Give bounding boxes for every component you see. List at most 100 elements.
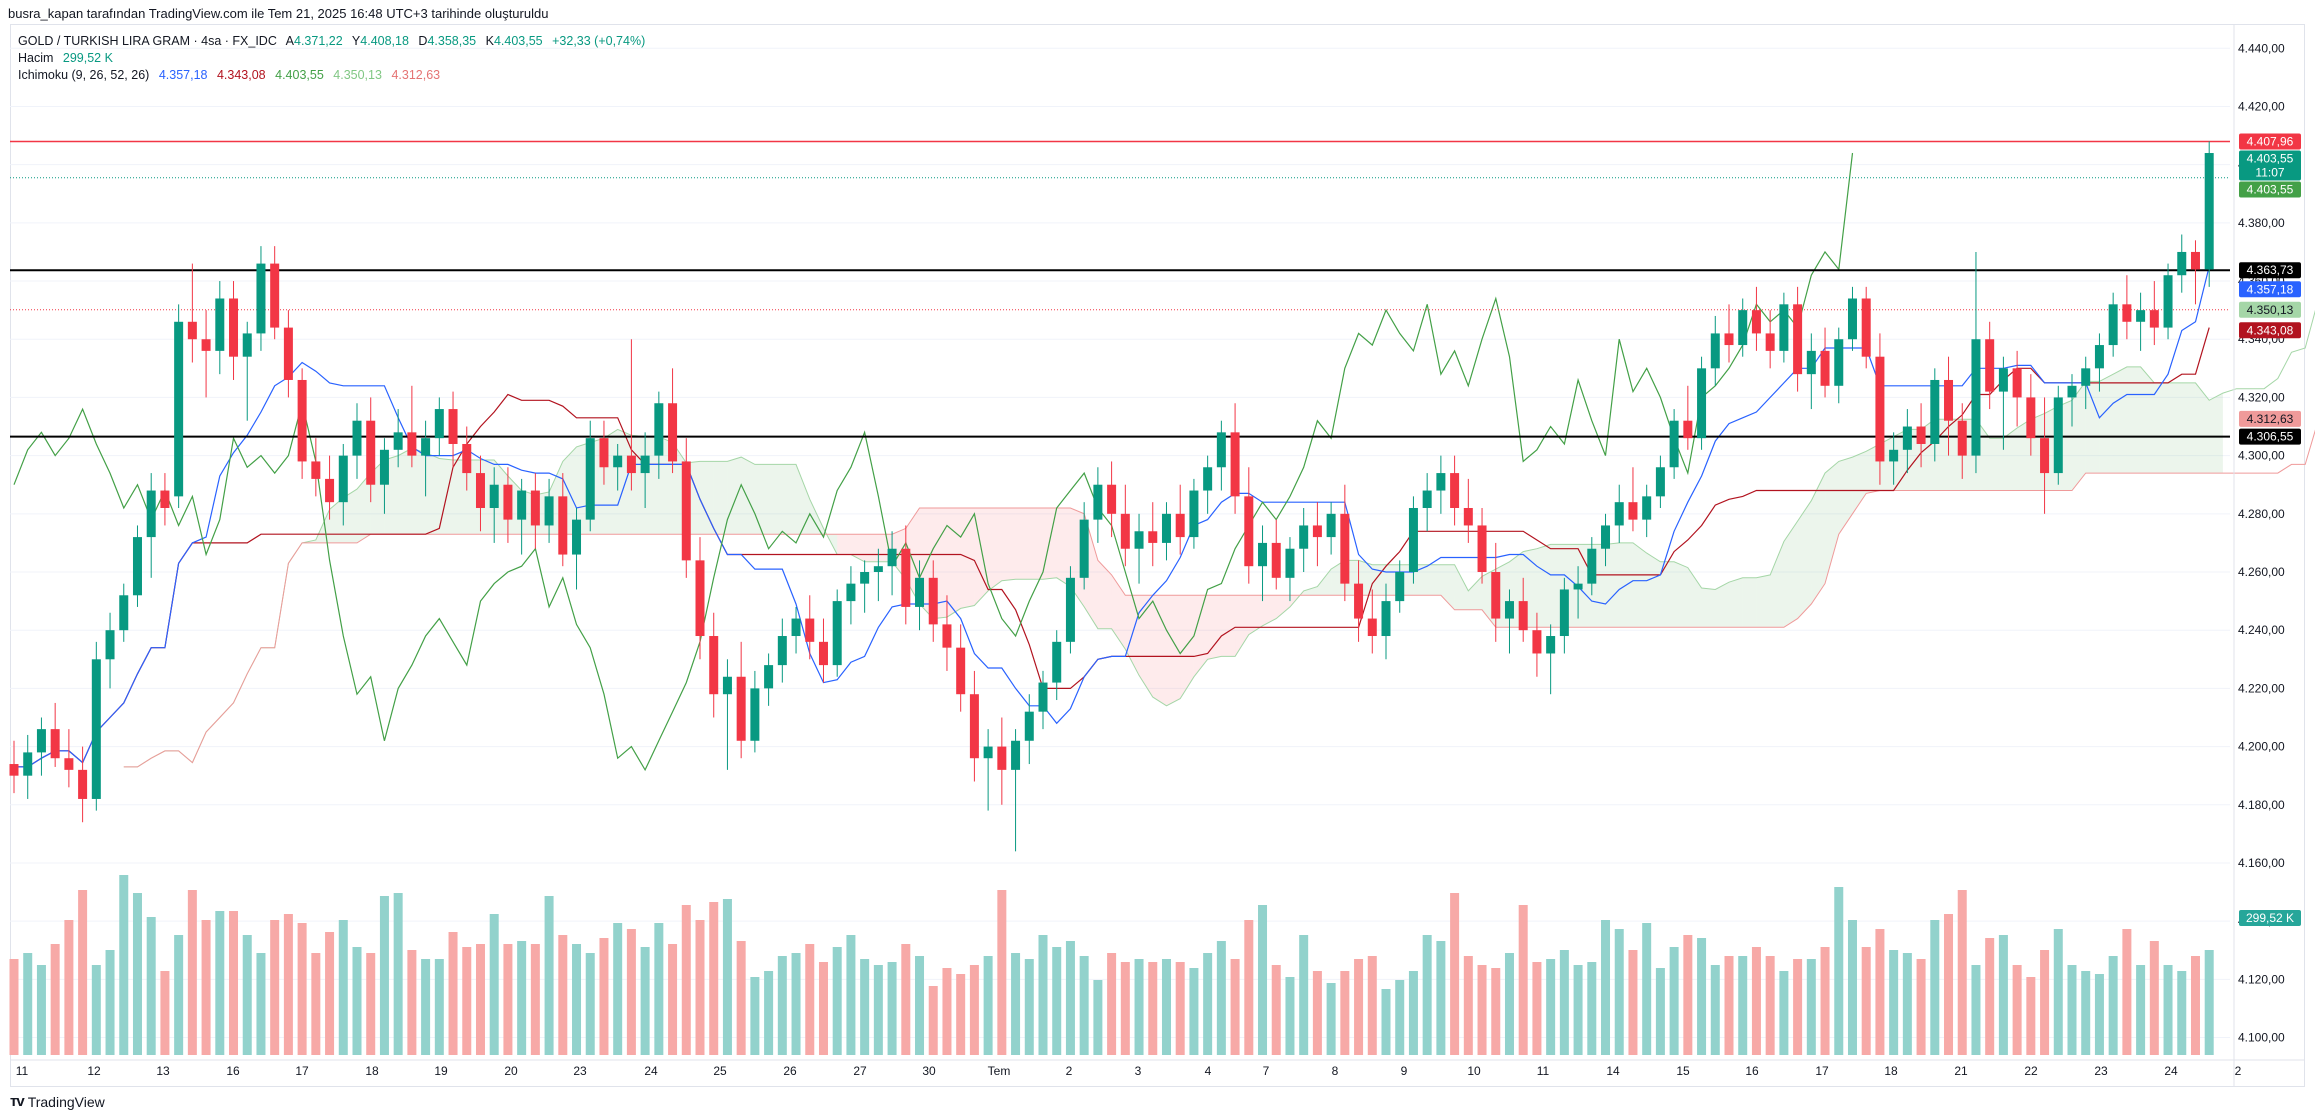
cloud-segment xyxy=(1454,564,1469,610)
price-tick-label: 4.320,00 xyxy=(2238,390,2285,404)
cloud-segment xyxy=(837,534,851,555)
volume-bar xyxy=(1710,965,1720,1055)
price-badge-label: 4.403,55 xyxy=(2247,152,2294,166)
volume-bar xyxy=(1038,935,1048,1055)
volume-label[interactable]: Hacim xyxy=(18,51,54,65)
volume-bar xyxy=(1134,959,1144,1055)
ichimoku-label[interactable]: Ichimoku (9, 26, 52, 26) xyxy=(18,68,150,82)
cloud-segment xyxy=(2209,393,2223,474)
volume-bar xyxy=(105,950,115,1055)
tradingview-logo[interactable]: ᴛv TradingView xyxy=(10,1093,105,1110)
candle-body xyxy=(1642,496,1652,520)
candle-body xyxy=(1422,490,1432,508)
volume-bar xyxy=(1998,935,2008,1055)
candle-body xyxy=(2122,304,2132,322)
volume-bar xyxy=(860,959,870,1055)
candle-body xyxy=(1971,339,1981,456)
volume-bar xyxy=(1477,965,1487,1055)
candle-body xyxy=(283,327,293,380)
volume-bar xyxy=(1367,956,1377,1055)
volume-bar xyxy=(709,902,719,1055)
candle-body xyxy=(23,752,33,776)
cloud-segment xyxy=(343,489,357,543)
time-tick-label: 2 xyxy=(1066,1064,1073,1078)
candle-body xyxy=(105,630,115,660)
volume-bar xyxy=(915,956,925,1055)
candle-body xyxy=(1079,519,1089,578)
candle-body xyxy=(242,333,252,357)
volume-bar xyxy=(1312,971,1322,1055)
volume-bar xyxy=(1559,950,1569,1055)
cloud-segment xyxy=(1317,569,1332,596)
cloud-segment xyxy=(1729,577,1743,628)
time-tick-label: 25 xyxy=(713,1064,727,1078)
candle-body xyxy=(475,473,485,508)
volume-bar xyxy=(1765,956,1775,1055)
candle-body xyxy=(709,636,719,695)
candle-body xyxy=(311,461,321,479)
time-tick-label: 13 xyxy=(156,1064,170,1078)
candle-body xyxy=(1120,513,1130,549)
time-tick-label: 16 xyxy=(1745,1064,1759,1078)
price-tick-label: 4.160,00 xyxy=(2238,856,2285,870)
price-tick-label: 4.300,00 xyxy=(2238,449,2285,463)
price-tick-label: 4.220,00 xyxy=(2238,681,2285,695)
volume-bar xyxy=(160,971,170,1055)
cloud-segment xyxy=(1632,542,1647,628)
candle-body xyxy=(668,403,678,462)
time-tick-label: 21 xyxy=(1954,1064,1968,1078)
legend-ichimoku-row[interactable]: Ichimoku (9, 26, 52, 26) 4.357,18 4.343,… xyxy=(18,68,446,82)
candle-body xyxy=(1093,484,1103,520)
candle-body xyxy=(1655,467,1665,497)
volume-bar xyxy=(2136,965,2146,1055)
ichimoku-chikou-line xyxy=(13,152,1854,772)
cloud-segment xyxy=(1989,438,2004,491)
volume-bar xyxy=(805,944,815,1055)
cloud-segment xyxy=(1756,574,1771,628)
cloud-segment xyxy=(2099,374,2114,474)
candle-body xyxy=(1957,420,1967,456)
candle-body xyxy=(1806,350,1816,375)
candle-body xyxy=(215,298,225,351)
price-badge xyxy=(2239,181,2301,198)
candle-body xyxy=(791,618,801,637)
cloud-segment xyxy=(1646,553,1661,628)
volume-bar xyxy=(23,953,33,1055)
candle-body xyxy=(407,432,417,456)
candle-body xyxy=(1230,432,1240,497)
ichimoku-span-b-value: 4.312,63 xyxy=(391,68,441,82)
volume-bar xyxy=(1354,959,1364,1055)
candle-body xyxy=(818,641,828,666)
volume-bar xyxy=(1628,950,1638,1055)
candle-body xyxy=(1340,513,1350,584)
cloud-segment xyxy=(727,457,742,535)
volume-bar xyxy=(1779,971,1789,1055)
candle-body xyxy=(654,403,664,456)
cloud-segment xyxy=(1674,561,1688,628)
symbol-name[interactable]: GOLD / TURKISH LIRA GRAM · 4sa · FX_IDC xyxy=(18,34,277,48)
cloud-segment xyxy=(754,464,769,535)
price-badges: 4.407,964.403,5511:074.403,554.363,734.3… xyxy=(2239,133,2301,926)
volume-bar xyxy=(270,920,280,1055)
candle-body xyxy=(338,455,348,503)
legend-volume-row[interactable]: Hacim 299,52 K xyxy=(18,51,119,65)
legend-symbol-row[interactable]: GOLD / TURKISH LIRA GRAM · 4sa · FX_IDC … xyxy=(18,34,651,48)
volume-bar xyxy=(1148,962,1158,1055)
ohlc-low-value: 4.358,35 xyxy=(427,34,477,48)
candle-body xyxy=(36,729,46,753)
candle-body xyxy=(1038,682,1048,712)
cloud-segment xyxy=(1221,595,1236,657)
cloud-segment xyxy=(1715,582,1729,628)
candle-body xyxy=(1312,525,1322,538)
volume-bar xyxy=(1436,941,1446,1055)
volume-bar xyxy=(1175,962,1185,1055)
candle-body xyxy=(1395,572,1405,602)
price-badge-label: 4.407,96 xyxy=(2247,135,2294,149)
candle-body xyxy=(722,676,732,695)
cloud-segment xyxy=(425,452,440,535)
candle-body xyxy=(1450,473,1460,508)
time-tick-label: 19 xyxy=(434,1064,448,1078)
volume-bar xyxy=(626,929,636,1055)
candle-body xyxy=(270,263,280,328)
